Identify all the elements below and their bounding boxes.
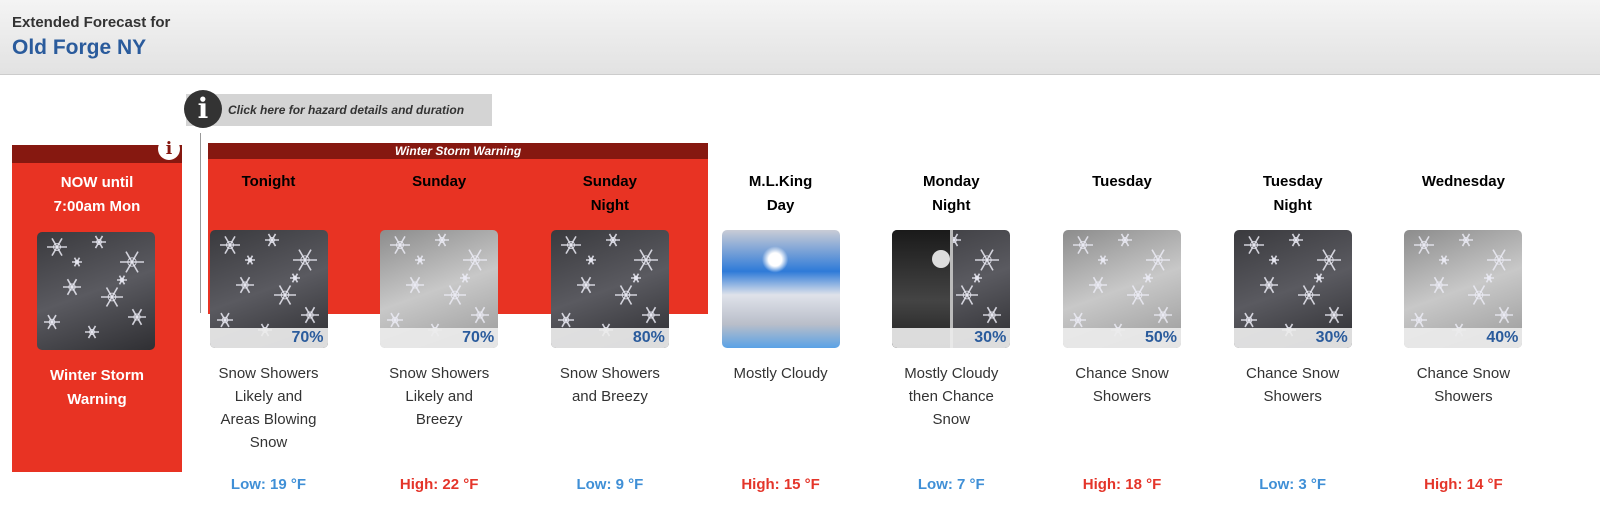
- period-name: M.L.King Day: [748, 173, 813, 214]
- page-header: Extended Forecast for Old Forge NY: [0, 0, 1600, 75]
- snowflakes-graphic: [44, 235, 146, 339]
- snow-light-icon: 70%: [380, 230, 499, 348]
- temperature: Low: 3 °F: [1259, 476, 1327, 493]
- info-icon[interactable]: i: [158, 138, 180, 160]
- location-title: Old Forge NY: [12, 36, 147, 59]
- precip-chance: 40%: [1404, 328, 1523, 348]
- precip-chance: 30%: [1233, 328, 1352, 348]
- hazard-box-bar: [12, 145, 182, 163]
- current-hazard-box[interactable]: i NOW until 7:00am Mon Winter Storm Warn…: [12, 138, 182, 472]
- header-subtitle: Extended Forecast for: [12, 14, 171, 31]
- forecast-period[interactable]: Tuesday Night 30% Chance Snow Showers: [1207, 170, 1378, 462]
- precip-chance: 70%: [209, 328, 328, 348]
- cloudy-night-then-snow-icon: 30%: [892, 230, 1011, 348]
- hazard-band-label: Winter Storm Warning: [208, 143, 708, 159]
- snowflakes-graphic: [557, 233, 660, 337]
- short-description: Mostly Cloudy: [733, 365, 828, 382]
- now-label: NOW until: [60, 174, 134, 191]
- forecast-period[interactable]: Sunday Night 80% Snow Showers and Breezy: [524, 170, 695, 462]
- mostly-cloudy-icon: [721, 230, 840, 348]
- period-name: Tonight: [241, 173, 296, 190]
- precip-chance: 30%: [892, 328, 1011, 348]
- snow-dark-icon: 30%: [1233, 230, 1352, 348]
- forecast-period[interactable]: Tuesday 50% Chance Snow Showers: [1037, 170, 1208, 462]
- snowflakes-graphic: [947, 233, 1002, 324]
- short-description: Mostly Cloudy then Chance Snow: [904, 365, 999, 428]
- short-description: Snow Showers Likely and Breezy: [389, 365, 490, 428]
- snow-light-icon: 50%: [1063, 230, 1181, 348]
- snowflakes-graphic: [1070, 233, 1172, 337]
- short-description: Chance Snow Showers: [1416, 365, 1511, 405]
- forecast-period[interactable]: Monday Night 30% Mostly Cloudy then Chance Sn…: [866, 170, 1037, 462]
- precip-chance: 80%: [550, 328, 669, 348]
- forecast-period[interactable]: Sunday 70% Snow Showers Likely and Breezy: [354, 170, 525, 462]
- hazard-name-2: Warning: [67, 391, 127, 408]
- snow-light-icon: 40%: [1404, 230, 1523, 348]
- period-name: Wednesday: [1421, 173, 1505, 190]
- temperature: High: 15 °F: [741, 476, 820, 493]
- forecast-period[interactable]: M.L.King Day Mostly Cloudy: [695, 170, 866, 462]
- temperature: Low: 9 °F: [576, 476, 644, 493]
- temperature: Low: 19 °F: [230, 476, 307, 493]
- temperature: Low: 7 °F: [917, 476, 985, 493]
- period-name: Sunday: [412, 173, 467, 190]
- info-icon: i: [184, 90, 222, 128]
- temperature: High: 18 °F: [1082, 476, 1162, 493]
- short-description: Snow Showers and Breezy: [559, 365, 660, 405]
- temperature: High: 14 °F: [1424, 476, 1503, 493]
- precip-chance: 50%: [1063, 328, 1181, 348]
- snow-dark-icon: 80%: [550, 230, 669, 348]
- now-until: 7:00am Mon: [53, 198, 141, 215]
- forecast-period[interactable]: Wednesday 40% Chance Snow Showers: [1378, 170, 1549, 462]
- short-description: Snow Showers Likely and Areas Blowing Snow: [218, 365, 319, 451]
- hazard-name: Winter Storm: [49, 367, 145, 384]
- forecast-period[interactable]: Tonight 70% Snow Showers Likely and Areas Bl…: [183, 170, 354, 462]
- hazard-link-text: Click here for hazard details and durati…: [228, 103, 465, 117]
- period-name: Tuesday Night: [1262, 173, 1323, 214]
- divider: [200, 133, 201, 313]
- period-name: Tuesday: [1092, 173, 1152, 190]
- period-name: Monday Night: [922, 173, 980, 214]
- temperature: High: 22 °F: [399, 476, 479, 493]
- short-description: Chance Snow Showers: [1075, 365, 1169, 405]
- snowflakes-graphic: [1411, 233, 1514, 337]
- precip-chance: 70%: [380, 328, 499, 348]
- period-name: Sunday Night: [582, 173, 637, 214]
- hazard-details-link[interactable]: i Click here for hazard details and dura…: [184, 90, 492, 128]
- snow-dark-icon: 70%: [209, 230, 328, 348]
- short-description: Chance Snow Showers: [1245, 365, 1340, 405]
- snow-icon: [37, 232, 155, 350]
